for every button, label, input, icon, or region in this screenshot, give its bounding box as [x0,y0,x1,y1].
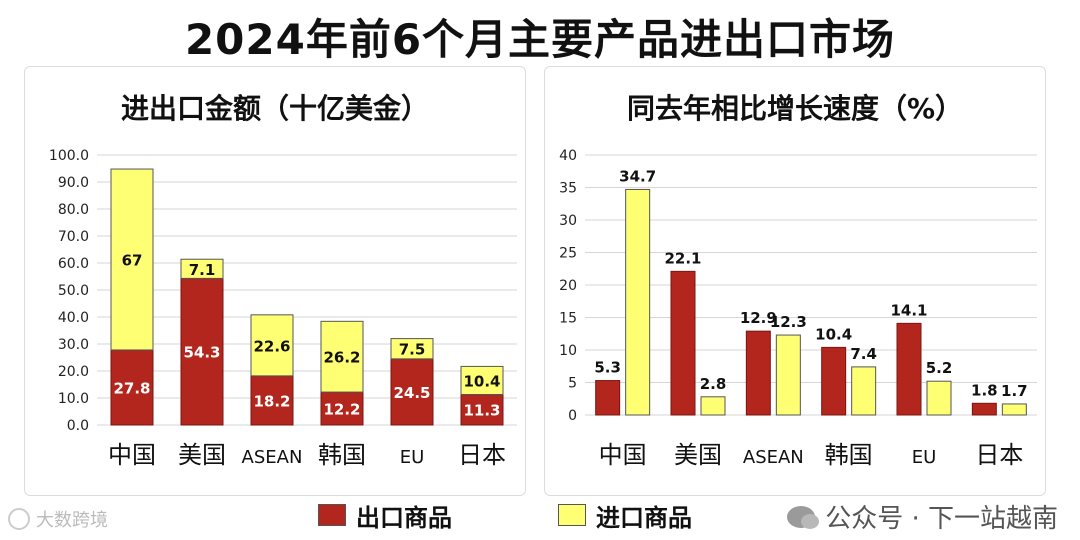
y-tick-label: 40.0 [58,310,89,326]
y-tick-label: 35 [559,181,577,197]
data-label-export: 27.8 [113,379,150,397]
y-tick-label: 30.0 [58,337,89,353]
bar-import [926,380,952,416]
legend-import-label: 进口商品 [596,503,692,532]
x-category-label: 美国 [674,441,722,469]
data-label-import: 12.3 [770,313,807,331]
bar-export [390,358,434,426]
x-category-label: 中国 [599,441,647,469]
bar-export [110,349,154,426]
x-category-label: EU [912,447,937,468]
bar-import [625,188,651,416]
bar-export [460,393,504,426]
y-tick-label: 60.0 [58,256,89,272]
watermark-left: 大数跨境 [8,506,108,532]
bar-import [1001,403,1027,416]
bar-export [745,330,771,416]
x-category-label: 韩国 [825,441,873,469]
y-tick-label: 10 [559,343,577,359]
data-label-import: 2.8 [700,375,727,393]
growth-chart-panel: 同去年相比增长速度（%） 0 5 10 15 20 25 30 35 40 5.3 34.7 中国 22… [544,66,1046,496]
watermark-right: 公众号 · 下一站越南 [787,498,1058,535]
x-category-label: 日本 [975,441,1023,469]
data-label-import: 67 [122,251,143,269]
y-tick-label: 90.0 [58,175,89,191]
x-category-label: ASEAN [242,447,303,468]
data-label-import: 7.4 [850,345,877,363]
legend-import-swatch [558,504,586,526]
data-label-import: 5.2 [926,359,953,377]
watermark-right-text: 公众号 · 下一站越南 [825,504,1058,534]
y-tick-label: 15 [559,311,577,327]
watermark-left-text: 大数跨境 [36,510,108,531]
bar-import [700,396,726,416]
bar-export [595,380,621,416]
bar-export [250,375,294,426]
y-tick-label: 50.0 [58,283,89,299]
bar-export [971,402,997,416]
data-label-import: 34.7 [619,167,656,185]
page-title: 2024年前6个月主要产品进出口市场 [184,15,896,64]
legend-export-label: 出口商品 [356,503,452,532]
amount-chart: 0.0 10.0 20.0 30.0 40.0 50.0 60.0 70.0 80.0 90.0 1… [49,148,517,469]
bar-import [460,365,504,395]
y-tick-label: 25 [559,246,577,262]
data-label-export: 10.4 [815,325,852,343]
growth-chart: 0 5 10 15 20 25 30 35 40 5.3 34.7 中国 22.1 2.8 美国 12.912… [559,148,1037,469]
data-label-import: 7.5 [399,341,426,359]
y-tick-label: 80.0 [58,202,89,218]
data-label-export: 12.2 [323,401,360,419]
bar-export [670,270,696,416]
data-label-export: 54.3 [183,344,220,362]
bar-export [180,277,224,426]
y-tick-label: 30 [559,213,577,229]
bar-import [775,334,801,416]
bar-import [180,258,224,279]
brand-logo-icon [8,508,30,530]
data-label-export: 12.9 [740,309,777,327]
amount-chart-panel: 进出口金额（十亿美金） 0.0 10.0 20.0 30.0 40.0 50.0 60.0 7… [24,66,526,496]
bar-import [320,320,364,393]
y-tick-label: 0.0 [67,418,89,434]
x-category-label: ASEAN [743,447,804,468]
x-category-label: 日本 [458,441,506,469]
y-tick-label: 100.0 [49,148,89,164]
x-category-label: 中国 [108,441,156,469]
x-category-label: EU [400,447,425,468]
y-tick-label: 20 [559,278,577,294]
data-label-export: 14.1 [890,301,927,319]
y-tick-label: 40 [559,148,577,164]
growth-chart-title: 同去年相比增长速度（%） [626,92,964,125]
y-tick-label: 10.0 [58,391,89,407]
data-label-export: 1.8 [971,381,998,399]
bar-export [320,391,364,426]
data-label-export: 5.3 [594,359,621,377]
wechat-icon [787,505,820,529]
data-label-export: 11.3 [463,402,500,420]
legend-import: 进口商品 [558,498,692,532]
data-label-export: 22.1 [664,249,701,267]
y-tick-label: 5 [568,376,577,392]
bar-import [851,366,877,416]
data-label-import: 7.1 [189,261,216,279]
data-label-import: 1.7 [1001,382,1028,400]
bar-export [896,322,922,416]
bar-import [110,168,154,351]
legend-export-swatch [318,504,346,526]
y-tick-label: 20.0 [58,364,89,380]
data-label-import: 10.4 [463,372,500,390]
data-label-export: 18.2 [253,392,290,410]
data-label-import: 22.6 [253,337,290,355]
y-tick-label: 70.0 [58,229,89,245]
x-category-label: 美国 [178,441,226,469]
amount-chart-title: 进出口金额（十亿美金） [120,92,429,125]
bar-export [821,346,847,416]
bar-import [390,338,434,360]
y-tick-label: 0 [568,408,577,424]
x-category-label: 韩国 [318,441,366,469]
data-label-import: 26.2 [323,349,360,367]
bar-import [250,314,294,377]
data-label-export: 24.5 [393,384,430,402]
legend-export: 出口商品 [318,498,452,532]
